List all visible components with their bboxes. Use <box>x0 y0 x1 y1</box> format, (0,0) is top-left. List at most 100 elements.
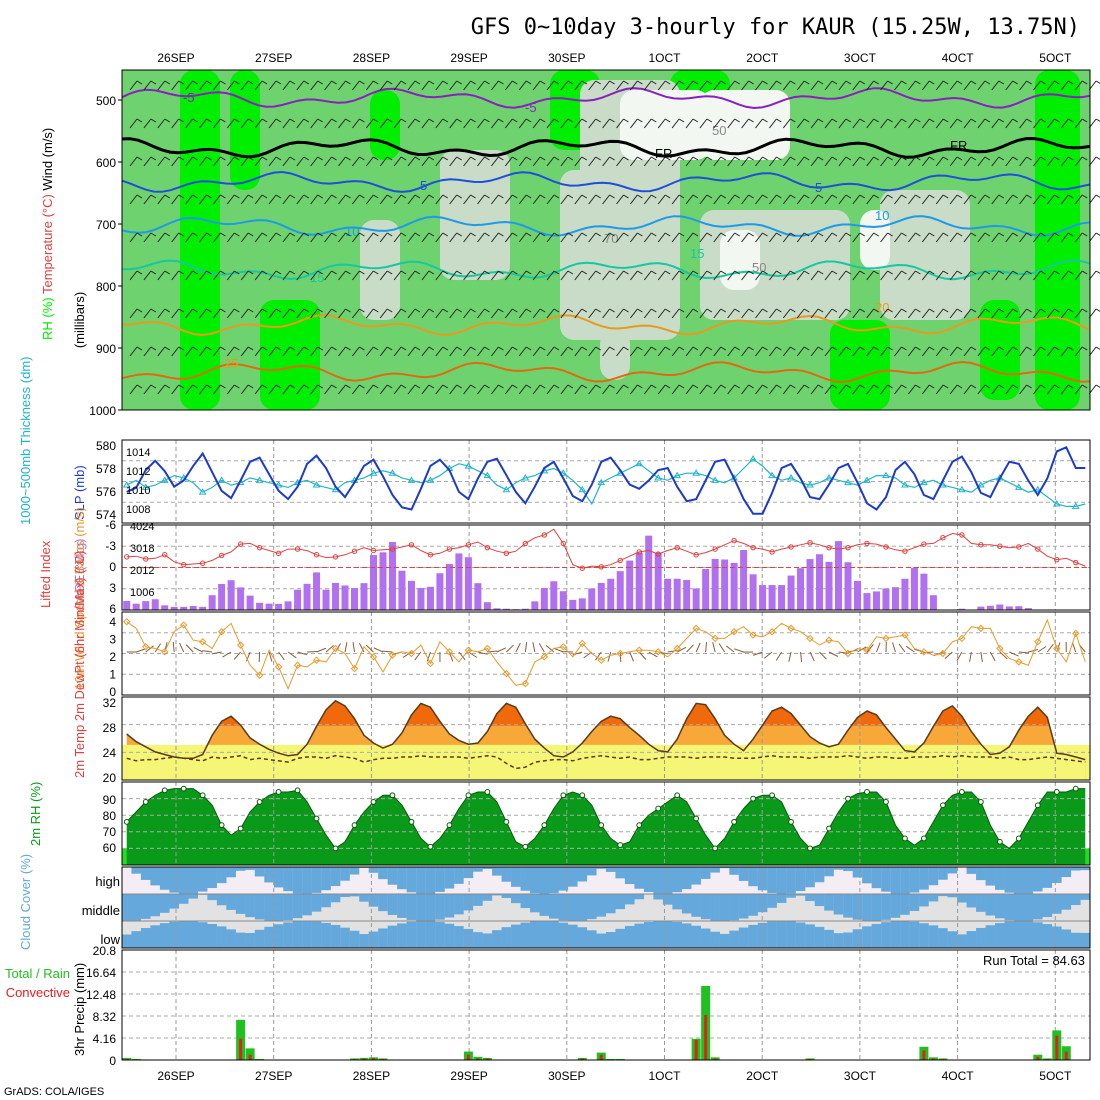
wind10m-barb <box>905 645 915 653</box>
wind-barb <box>908 156 921 167</box>
wind-barb <box>171 80 184 91</box>
wind-barb <box>1074 156 1088 167</box>
wind-barb <box>769 270 782 281</box>
wind-barb <box>630 156 643 167</box>
cloud-high-bar <box>909 867 920 893</box>
wind-barb <box>213 156 226 167</box>
upper-air-ylabel-part: Temperature (°C) <box>40 191 55 294</box>
time-label-bottom: 4OCT <box>942 1069 975 1083</box>
cloud-middle-bar <box>776 894 787 903</box>
wind-barb <box>908 384 921 395</box>
cape-bar <box>388 541 396 610</box>
cloud-high-bar <box>691 867 701 885</box>
wind-barb <box>838 232 852 243</box>
thickness-marker <box>711 476 720 483</box>
wind-barb <box>977 346 991 357</box>
wind-barb <box>226 194 240 205</box>
wind-barb <box>796 156 810 167</box>
wind-barb <box>1019 156 1032 167</box>
wind-barb <box>769 80 782 91</box>
wind-barb <box>894 232 907 243</box>
wind-barb <box>310 118 323 129</box>
wind-barb <box>129 232 143 243</box>
wind-barb <box>1060 270 1074 281</box>
wind-barb <box>1074 308 1088 319</box>
pressure-tick: 1000 <box>89 404 116 418</box>
cape-bar <box>474 583 482 610</box>
wind-barb <box>574 80 588 91</box>
wind10m-barb <box>358 642 365 653</box>
li-marker <box>294 546 301 552</box>
cape-tick: 4024 <box>130 521 154 533</box>
cloud-high-bar <box>681 867 692 890</box>
wind-barb <box>1005 384 1018 395</box>
rh-marker <box>826 825 832 832</box>
wind10m-marker <box>768 628 776 636</box>
wind-barb <box>477 346 490 357</box>
cloud-high-bar <box>966 867 977 874</box>
thickness-marker <box>597 478 606 486</box>
cape-bar <box>958 608 966 610</box>
wind-barb <box>546 384 560 395</box>
thickness-marker <box>654 473 663 481</box>
wind-barb <box>254 80 268 91</box>
upper-air-units: (millibars) <box>72 292 87 348</box>
wind-barb <box>560 308 574 319</box>
thickness-marker <box>882 471 890 479</box>
cloud-high-bar <box>292 867 303 894</box>
wind-barb <box>352 346 365 357</box>
cloud-high-bar <box>150 867 161 886</box>
wind-barb <box>310 270 323 281</box>
cape-bar <box>341 585 349 610</box>
wind-barb <box>866 156 879 167</box>
wind10m-marker <box>236 641 245 649</box>
li-marker <box>427 552 434 558</box>
wind-barb <box>769 232 782 243</box>
time-label-top: 29SEP <box>450 51 487 65</box>
thickness-tick: 580 <box>96 439 116 453</box>
thickness-marker <box>160 476 169 483</box>
wind-barb <box>991 270 1005 281</box>
cape-bar <box>256 602 264 610</box>
wind-barb <box>630 308 643 319</box>
cloud-low-bar <box>1061 929 1072 948</box>
wind10m-barb <box>876 642 881 653</box>
wind10m-barb <box>325 645 334 653</box>
wind-barb <box>977 118 991 129</box>
cloud-high-bar <box>273 867 284 888</box>
wind-barb <box>407 232 421 243</box>
wind-barb <box>546 118 560 129</box>
wind-barb <box>1005 156 1018 167</box>
wind10m-barb <box>382 650 393 653</box>
wind-barb <box>213 346 226 357</box>
wind10m-marker <box>578 639 586 648</box>
wind-barb <box>1005 232 1018 243</box>
wind-barb <box>338 384 351 395</box>
wind-barb <box>1047 156 1060 167</box>
li-marker <box>807 540 813 546</box>
wind-barb <box>491 308 504 319</box>
wind-barb <box>921 232 935 243</box>
wind-barb <box>588 80 601 91</box>
wind-barb <box>171 346 184 357</box>
wind-barb <box>949 194 963 205</box>
wind-barb <box>379 346 393 357</box>
wind-barb <box>894 270 907 281</box>
wind-barb <box>449 194 462 205</box>
wind-barb <box>685 270 699 281</box>
cloud-middle-bar <box>530 894 540 913</box>
wind-barb <box>713 232 727 243</box>
wind-barb <box>741 270 754 281</box>
cloud-middle-bar <box>454 894 464 915</box>
rh-marker <box>256 799 263 805</box>
wind-barb <box>435 270 449 281</box>
rh-ylabel: 2m RH (%) <box>28 782 43 846</box>
precip-tick: 16.64 <box>86 966 116 980</box>
wind-barb <box>254 384 268 395</box>
rh-marker <box>541 822 548 829</box>
wind-barb <box>393 194 407 205</box>
li-ylabel: Lifted Index <box>38 540 53 608</box>
cloud-middle-bar <box>966 894 977 908</box>
wind-barb <box>463 80 476 91</box>
